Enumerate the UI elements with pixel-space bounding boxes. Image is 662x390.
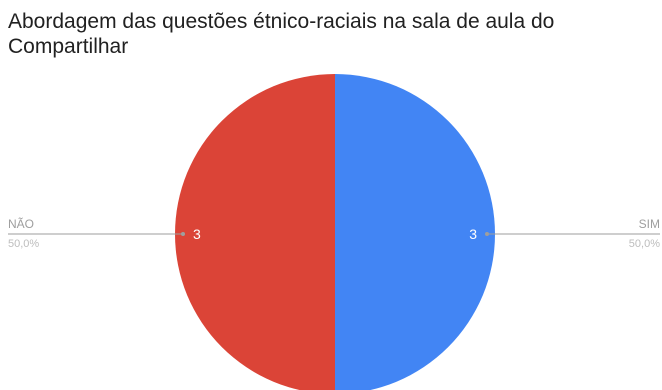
chart-title: Abordagem das questões étnico-raciais na… xyxy=(8,10,555,58)
value-label-não: 3 xyxy=(193,226,201,242)
slice-percent-não: 50,0% xyxy=(8,238,39,250)
leader-dot-não xyxy=(181,232,185,236)
pie-slice-sim xyxy=(335,74,495,390)
pie-slice-não xyxy=(175,74,335,390)
slice-label-sim: SIM xyxy=(639,217,660,231)
slice-percent-sim: 50,0% xyxy=(629,238,660,250)
slice-label-não: NÃO xyxy=(8,217,34,231)
leader-dot-sim xyxy=(485,232,489,236)
value-label-sim: 3 xyxy=(469,226,477,242)
